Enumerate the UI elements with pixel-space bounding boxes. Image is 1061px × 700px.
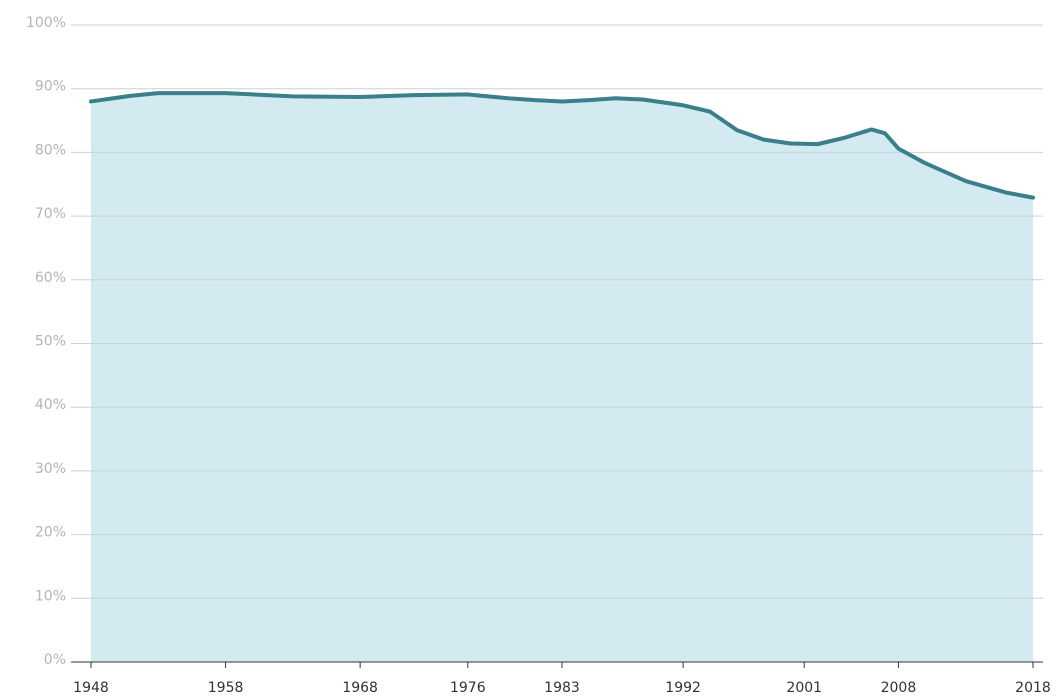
y-tick-label: 80%: [35, 142, 66, 158]
area-fill: [91, 93, 1033, 662]
y-tick-label: 70%: [35, 206, 66, 222]
x-tick-label: 1983: [544, 680, 580, 696]
y-tick-label: 0%: [44, 652, 66, 668]
x-tick-label: 1948: [73, 680, 109, 696]
y-tick-label: 30%: [35, 461, 66, 477]
y-tick-label: 50%: [35, 334, 66, 350]
x-tick-label: 2001: [786, 680, 822, 696]
x-tick-label: 1992: [665, 680, 701, 696]
y-tick-label: 100%: [26, 15, 66, 31]
y-tick-label: 10%: [35, 588, 66, 604]
line: [89, 91, 1035, 200]
x-tick-label: 2008: [881, 680, 917, 696]
y-tick-label: 40%: [35, 397, 66, 413]
y-tick-label: 90%: [35, 79, 66, 95]
x-tick-label: 1968: [342, 680, 378, 696]
x-tick-label: 1976: [450, 680, 486, 696]
x-tick-label: 1958: [208, 680, 244, 696]
y-tick-label: 20%: [35, 525, 66, 541]
y-tick-label: 60%: [35, 270, 66, 286]
x-tick-label: 2018: [1015, 680, 1051, 696]
